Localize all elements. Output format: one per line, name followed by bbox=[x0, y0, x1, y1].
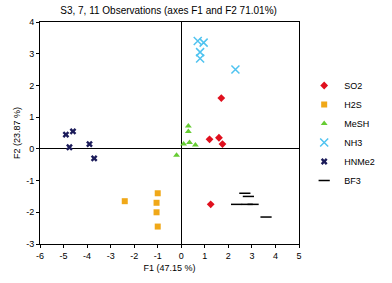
svg-text:MeSH: MeSH bbox=[344, 119, 369, 129]
svg-text:HNMe2: HNMe2 bbox=[344, 157, 375, 167]
svg-text:2: 2 bbox=[29, 81, 34, 91]
svg-text:3: 3 bbox=[249, 251, 254, 261]
svg-text:S3, 7, 11 Observations (axes F: S3, 7, 11 Observations (axes F1 and F2 7… bbox=[60, 5, 277, 16]
svg-text:4: 4 bbox=[273, 251, 278, 261]
svg-text:0: 0 bbox=[29, 144, 34, 154]
svg-text:-2: -2 bbox=[130, 251, 138, 261]
svg-text:0: 0 bbox=[179, 251, 184, 261]
svg-text:1: 1 bbox=[202, 251, 207, 261]
svg-text:NH3: NH3 bbox=[344, 138, 362, 148]
svg-text:SO2: SO2 bbox=[344, 81, 362, 91]
svg-text:-1: -1 bbox=[26, 176, 34, 186]
svg-text:F2 (23.87 %): F2 (23.87 %) bbox=[12, 107, 22, 159]
svg-text:BF3: BF3 bbox=[344, 176, 361, 186]
svg-text:-4: -4 bbox=[83, 251, 91, 261]
svg-text:4: 4 bbox=[29, 17, 34, 27]
svg-text:F1 (47.15 %): F1 (47.15 %) bbox=[143, 263, 195, 273]
svg-text:-2: -2 bbox=[26, 207, 34, 217]
svg-text:3: 3 bbox=[29, 49, 34, 59]
svg-text:-1: -1 bbox=[154, 251, 162, 261]
svg-text:-6: -6 bbox=[36, 251, 44, 261]
svg-text:1: 1 bbox=[29, 112, 34, 122]
svg-text:2: 2 bbox=[226, 251, 231, 261]
svg-text:-3: -3 bbox=[26, 239, 34, 249]
svg-text:5: 5 bbox=[296, 251, 301, 261]
svg-text:H2S: H2S bbox=[344, 100, 362, 110]
svg-text:-5: -5 bbox=[60, 251, 68, 261]
svg-text:-3: -3 bbox=[107, 251, 115, 261]
